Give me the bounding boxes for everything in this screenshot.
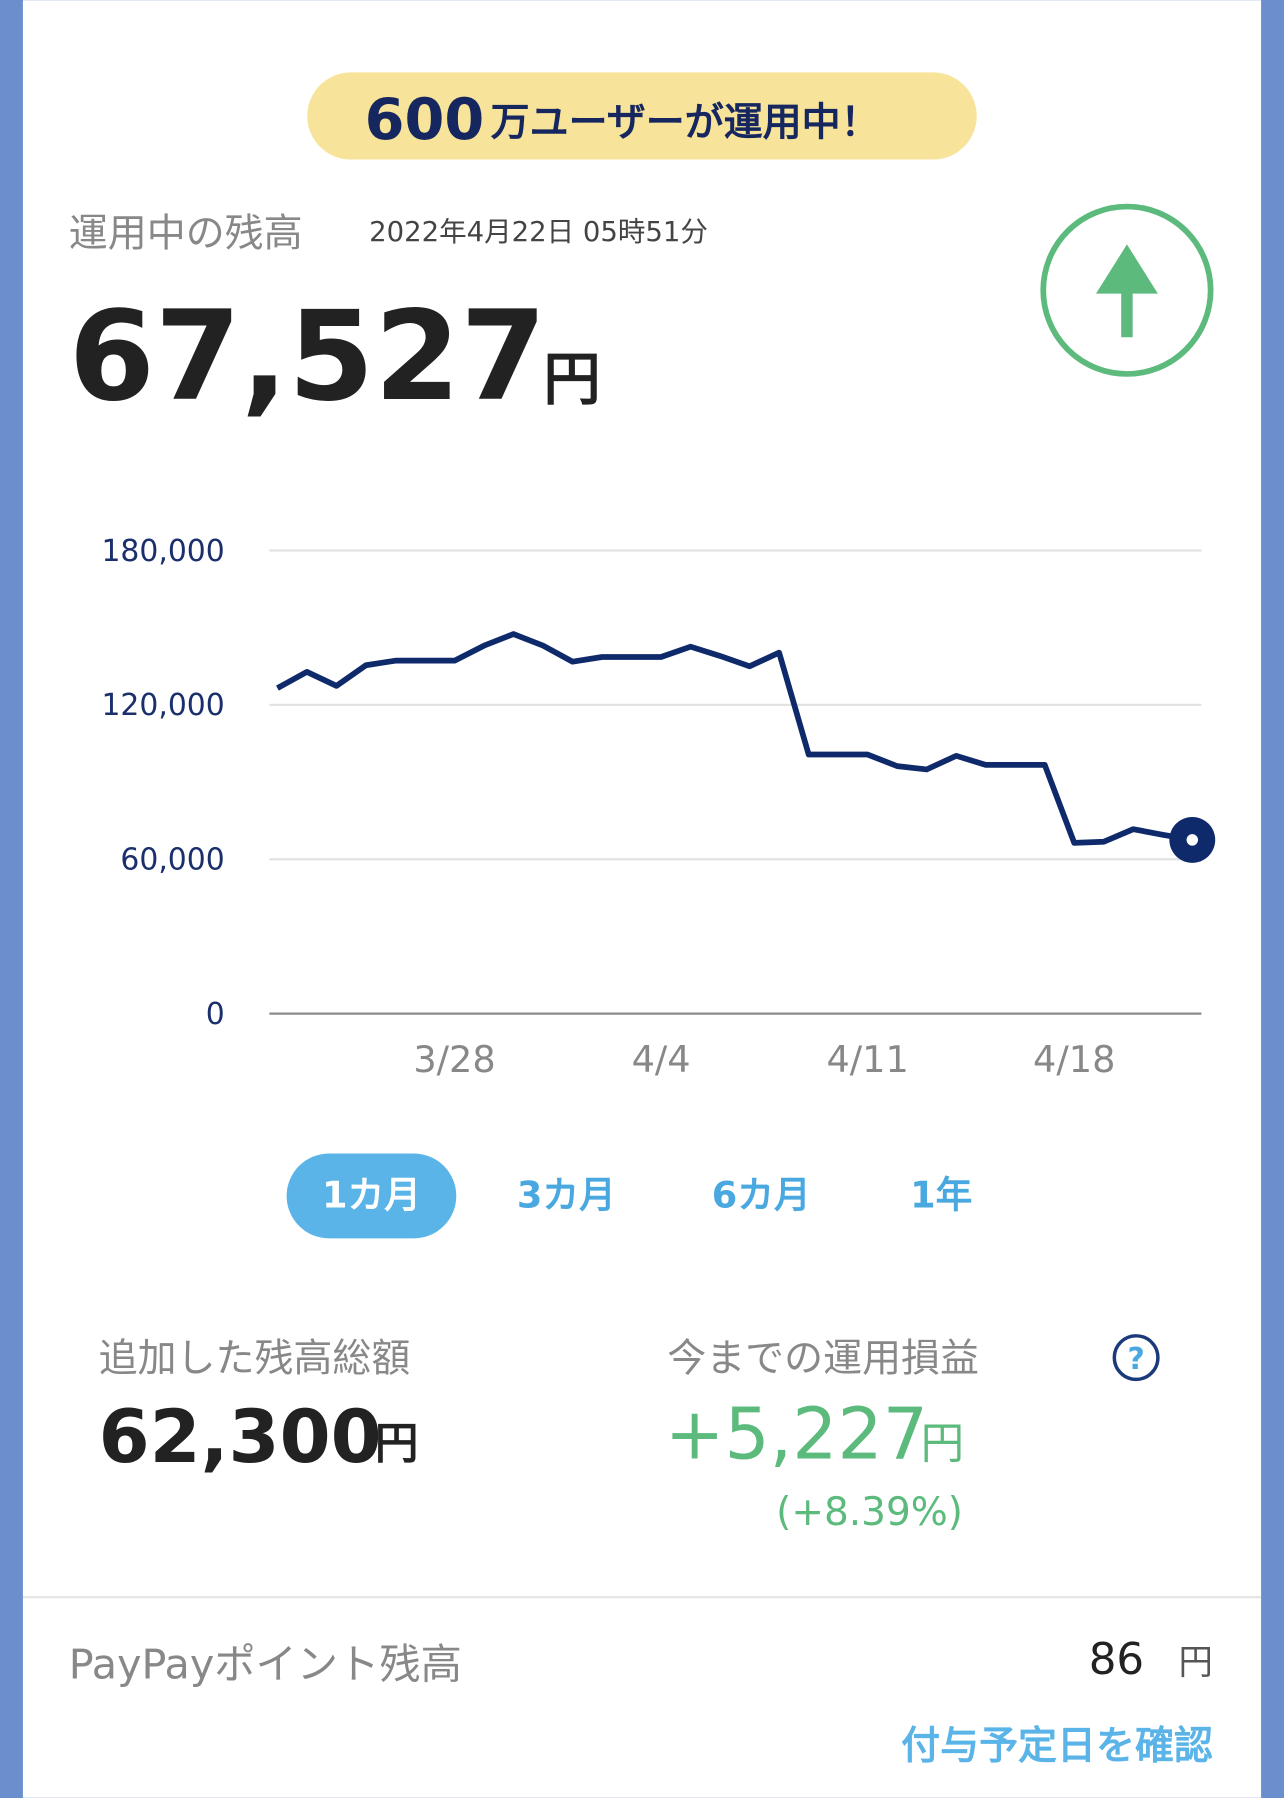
x-tick-label: 4/4 [632, 1038, 691, 1081]
trend-arrow-shaft [1121, 286, 1133, 338]
tab-selected-bg[interactable] [286, 1153, 457, 1239]
help-icon[interactable]: ? [1127, 1342, 1144, 1377]
added-label: 追加した残高総額 [99, 1336, 411, 1381]
points-label: PayPayポイント残高 [69, 1641, 462, 1689]
trend-circle [1040, 203, 1214, 377]
last-point-center [1186, 834, 1199, 846]
trend-icon [1040, 203, 1214, 377]
period-tab[interactable]: 3カ月 [517, 1173, 616, 1216]
y-tick-label: 0 [206, 997, 225, 1032]
points-link[interactable]: 付与予定日を確認 [901, 1724, 1213, 1769]
period-tab[interactable]: 6カ月 [712, 1173, 811, 1216]
period-tabs: 1カ月 3カ月 6カ月 1年 [286, 1153, 972, 1239]
banner-number: 600 [365, 86, 485, 153]
x-tick-label: 3/28 [413, 1038, 495, 1081]
balance-unit: 円 [543, 346, 600, 413]
profit-amount: +5,227 [665, 1392, 928, 1475]
points-amount: 86 [1089, 1635, 1144, 1685]
banner-text: 万ユーザーが運用中！ [491, 100, 880, 145]
period-tab[interactable]: 1カ月 [322, 1173, 421, 1216]
added-amount: 62,300 [99, 1395, 382, 1480]
y-tick-label: 180,000 [101, 534, 224, 569]
profit-percent: (+8.39%) [776, 1490, 963, 1535]
profit-unit: 円 [921, 1419, 965, 1469]
x-tick-label: 4/11 [826, 1038, 908, 1081]
balance-amount: 67,527 [69, 285, 547, 429]
profit-label: 今までの運用損益 [667, 1336, 979, 1381]
help-button[interactable]: ? [1112, 1334, 1160, 1382]
y-tick-label: 60,000 [120, 843, 224, 878]
points-unit: 円 [1179, 1643, 1213, 1683]
help-circle[interactable] [1112, 1334, 1160, 1382]
balance-label: 運用中の残高 [69, 212, 303, 257]
y-tick-label: 120,000 [101, 688, 224, 723]
banner [307, 72, 977, 160]
card [22, 0, 1262, 1798]
data-line [276, 631, 1193, 846]
line-chart: 0 60,000 120,000 180,000 3/28 4/4 4/11 4/18 [101, 534, 1216, 1081]
trend-arrow-head [1095, 244, 1158, 294]
period-tab[interactable]: 1年 [910, 1173, 972, 1216]
timestamp: 2022年4月22日 05時51分 [369, 216, 708, 248]
added-unit: 円 [375, 1419, 419, 1469]
x-tick-label: 4/18 [1033, 1038, 1115, 1081]
